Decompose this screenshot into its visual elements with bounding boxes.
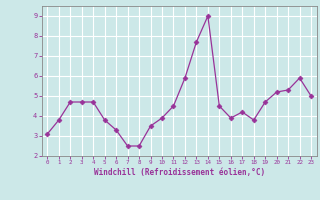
X-axis label: Windchill (Refroidissement éolien,°C): Windchill (Refroidissement éolien,°C) <box>94 168 265 177</box>
